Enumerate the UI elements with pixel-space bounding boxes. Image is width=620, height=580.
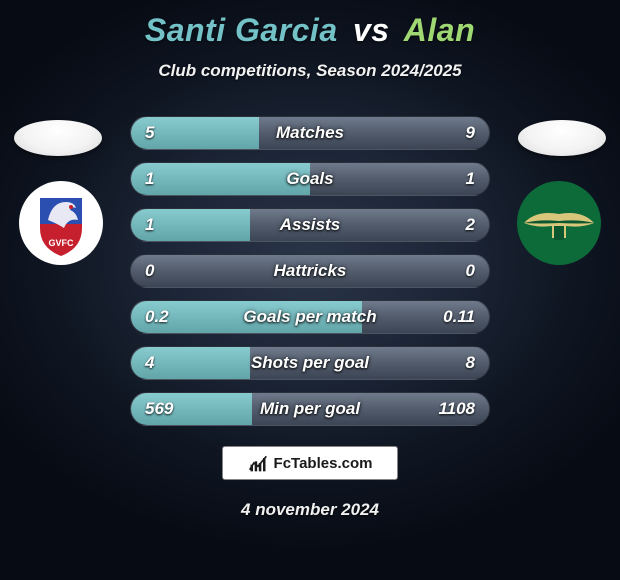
stat-value-right: 1 [466,163,475,195]
stat-label: Hattricks [131,255,489,287]
brand-badge: FcTables.com [222,446,398,480]
stat-value-left: 0.2 [145,301,169,333]
player1-name: Santi Garcia [145,12,338,48]
comparison-arena: GVFC 59Matches11Goals12Assists00Hattrick… [0,108,620,448]
player2-club-crest [516,180,602,266]
stat-bar: 5691108Min per goal [130,392,490,426]
stat-value-left: 1 [145,209,154,241]
stat-value-right: 9 [466,117,475,149]
stat-value-right: 0 [466,255,475,287]
stat-value-right: 2 [466,209,475,241]
player1-club-crest: GVFC [18,180,104,266]
stat-value-right: 8 [466,347,475,379]
stat-bar-fill [131,163,310,195]
stat-value-right: 1108 [438,393,475,425]
stat-bar: 48Shots per goal [130,346,490,380]
stat-value-left: 569 [145,393,173,425]
stat-bars: 59Matches11Goals12Assists00Hattricks0.20… [130,116,490,426]
stat-bar: 59Matches [130,116,490,150]
stat-value-left: 0 [145,255,154,287]
player2-name: Alan [404,12,475,48]
subtitle: Club competitions, Season 2024/2025 [0,61,620,81]
svg-text:GVFC: GVFC [48,238,74,248]
stat-value-left: 1 [145,163,154,195]
stat-bar: 11Goals [130,162,490,196]
stat-value-right: 0.11 [443,301,475,333]
vs-text: vs [353,12,390,48]
stat-bar: 0.20.11Goals per match [130,300,490,334]
player1-silhouette [14,120,102,156]
stat-bar: 0 0Hattricks [130,254,490,288]
stat-value-left: 4 [145,347,154,379]
stat-value-left: 5 [145,117,154,149]
stat-bar: 12Assists [130,208,490,242]
date-text: 4 november 2024 [0,500,620,520]
comparison-title: Santi Garcia vs Alan [0,0,620,49]
player2-silhouette [518,120,606,156]
brand-text: FcTables.com [274,455,373,472]
brand-chart-icon [248,453,268,473]
